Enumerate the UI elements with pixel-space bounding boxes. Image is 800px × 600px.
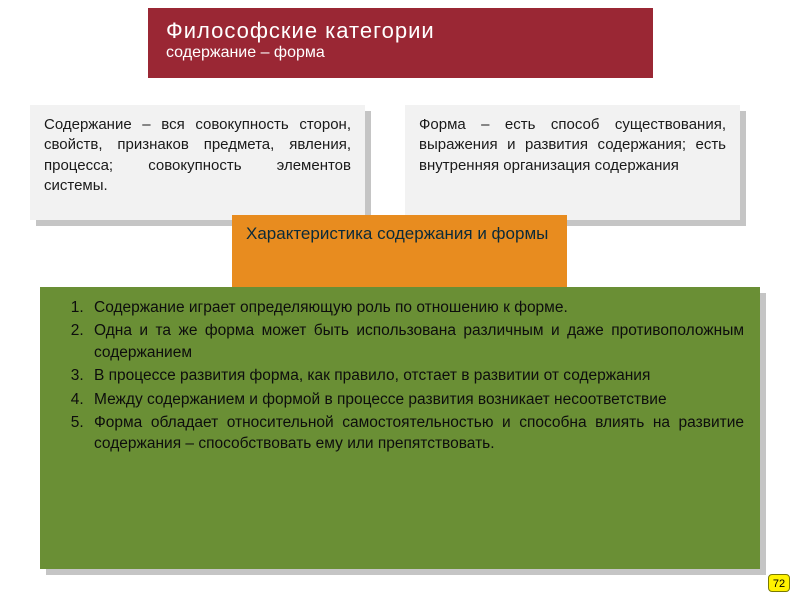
definition-content-box: Содержание – вся совокупность сторон, св… xyxy=(30,105,365,220)
ordered-list: Содержание играет определяющую роль по о… xyxy=(88,297,744,455)
term-content: Содержание xyxy=(44,116,132,133)
definition-content: Содержание – вся совокупность сторон, св… xyxy=(30,105,365,220)
body-form: – есть способ существования, выражения и… xyxy=(419,116,726,174)
list-item: Содержание играет определяющую роль по о… xyxy=(88,297,744,318)
definition-form: Форма – есть способ существования, выраж… xyxy=(405,105,740,220)
subtitle: содержание – форма xyxy=(166,44,635,62)
characteristics-list: Содержание играет определяющую роль по о… xyxy=(40,287,760,569)
definition-form-box: Форма – есть способ существования, выраж… xyxy=(405,105,740,220)
list-item: Одна и та же форма может быть использова… xyxy=(88,320,744,363)
list-item: В процессе развития форма, как правило, … xyxy=(88,365,744,386)
characteristic-label: Характеристика содержания и формы xyxy=(246,224,548,243)
characteristics-list-box: Содержание играет определяющую роль по о… xyxy=(40,287,760,569)
list-item: Форма обладает относительной самостоятел… xyxy=(88,412,744,455)
main-title: Философские категории xyxy=(166,18,635,44)
list-item: Между содержанием и формой в процессе ра… xyxy=(88,389,744,410)
term-form: Форма xyxy=(419,116,466,133)
page-number-badge: 72 xyxy=(768,574,790,592)
characteristic-label-box: Характеристика содержания и формы xyxy=(232,215,567,295)
title-banner: Философские категории содержание – форма xyxy=(148,8,653,78)
